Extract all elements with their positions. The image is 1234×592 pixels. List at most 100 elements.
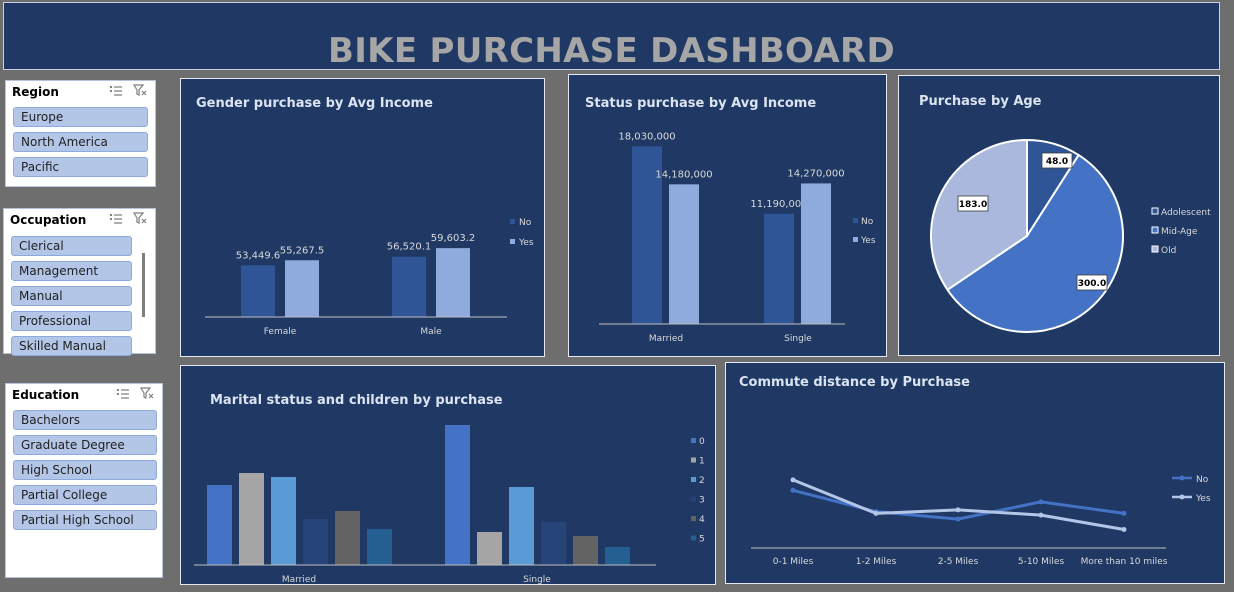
legend-swatch xyxy=(691,477,696,482)
data-label: 56,520.1 xyxy=(387,242,432,253)
bar-single-children-2 xyxy=(509,487,534,565)
bar-single-children-1 xyxy=(477,532,502,565)
marital-children-panel: Marital status and children by purchase … xyxy=(180,365,716,585)
bar-married-children-0 xyxy=(207,485,232,565)
slicer-item-partial-high-school[interactable]: Partial High School xyxy=(13,510,157,530)
data-label: 55,267.5 xyxy=(280,245,325,256)
bar-married-children-5 xyxy=(367,529,392,565)
x-tick-label: Single xyxy=(523,575,551,585)
multi-select-icon[interactable] xyxy=(109,84,123,96)
legend-label: No xyxy=(519,218,532,228)
legend-label: No xyxy=(1196,475,1209,485)
x-tick-label: Married xyxy=(649,334,683,344)
education-slicer-title: Education xyxy=(12,388,80,402)
x-tick-label: Married xyxy=(282,575,316,585)
legend-label: Yes xyxy=(518,238,534,248)
legend-label: Mid-Age xyxy=(1161,227,1198,237)
data-point-yes-1-2-miles xyxy=(873,510,879,516)
legend-label: 1 xyxy=(699,457,705,467)
legend-label: Yes xyxy=(1195,494,1211,504)
marital-children-chart: Married Single 0 1 2 3 4 5 xyxy=(194,425,705,585)
data-label: 53,449.6 xyxy=(236,250,281,261)
clear-filter-icon[interactable] xyxy=(133,84,147,96)
legend-label: 5 xyxy=(699,535,705,545)
age-chart-title: Purchase by Age xyxy=(919,94,1042,109)
data-label: 14,270,000 xyxy=(787,168,844,179)
x-tick-label: 1-2 Miles xyxy=(856,557,897,567)
x-tick-label: 2-5 Miles xyxy=(938,557,979,567)
bar-single-children-0 xyxy=(445,425,470,565)
gender-income-panel: Gender purchase by Avg Income 53,449.6 55… xyxy=(180,78,545,357)
bar-married-children-4 xyxy=(335,511,360,565)
slicer-item-clerical[interactable]: Clerical xyxy=(11,236,132,256)
legend-label: No xyxy=(861,217,874,227)
commute-distance-panel: Commute distance by Purchase 0-1 Miles 1-… xyxy=(725,362,1225,584)
legend-label: 0 xyxy=(699,437,705,447)
status-income-panel: Status purchase by Avg Income 18,030,000… xyxy=(568,74,887,357)
bar-single-no xyxy=(764,213,794,324)
legend-swatch xyxy=(853,237,858,242)
occupation-slicer: Occupation Clerical Management Manual Pr… xyxy=(3,208,156,356)
data-point-no-0-1-miles xyxy=(790,487,796,493)
legend-swatch xyxy=(691,438,696,443)
data-point-no-2-5-miles xyxy=(955,516,961,522)
legend-swatch xyxy=(510,219,515,224)
status-income-chart: 18,030,000 14,180,000 Married 11,190,000 14,… xyxy=(599,131,876,344)
bar-female-yes xyxy=(285,260,319,317)
status-chart-title: Status purchase by Avg Income xyxy=(585,96,817,111)
legend-marker xyxy=(1179,475,1185,481)
legend-marker xyxy=(1179,494,1185,500)
data-label: 14,180,000 xyxy=(655,169,712,180)
slicer-item-pacific[interactable]: Pacific xyxy=(13,157,148,177)
slicer-item-bachelors[interactable]: Bachelors xyxy=(13,410,157,430)
slicer-item-partial-college[interactable]: Partial College xyxy=(13,485,157,505)
legend-swatch xyxy=(853,218,858,223)
legend-label: Old xyxy=(1161,246,1176,256)
gender-chart-title: Gender purchase by Avg Income xyxy=(196,96,433,111)
slicer-item-skilled-manual[interactable]: Skilled Manual xyxy=(11,336,132,356)
x-tick-label: 0-1 Miles xyxy=(773,557,814,567)
bar-single-yes xyxy=(801,183,831,324)
bar-married-no xyxy=(632,146,662,324)
slicer-item-manual[interactable]: Manual xyxy=(11,286,132,306)
x-tick-label: Female xyxy=(264,327,297,337)
bar-married-children-3 xyxy=(303,519,328,565)
data-point-yes-0-1-miles xyxy=(790,477,796,483)
legend-swatch xyxy=(1151,226,1159,234)
commute-chart-title: Commute distance by Purchase xyxy=(739,375,970,390)
multi-select-icon[interactable] xyxy=(109,212,123,224)
gender-income-chart: 53,449.6 55,267.5 Female 56,520.159,603.2 Ma… xyxy=(205,218,534,337)
legend-label: 3 xyxy=(699,496,705,506)
slicer-item-high-school[interactable]: High School xyxy=(13,460,157,480)
commute-distance-chart: 0-1 Miles 1-2 Miles 2-5 Miles 5-10 Miles Mor… xyxy=(751,475,1211,567)
data-point-yes-more-than-10-miles xyxy=(1121,527,1127,533)
bar-single-children-3 xyxy=(541,522,566,565)
page-title: BIKE PURCHASE DASHBOARD xyxy=(328,31,895,71)
legend-swatch xyxy=(1151,245,1159,253)
slicer-item-europe[interactable]: Europe xyxy=(13,107,148,127)
slicer-scrollbar[interactable] xyxy=(142,253,145,317)
clear-filter-icon[interactable] xyxy=(140,387,154,399)
slicer-item-north-america[interactable]: North America xyxy=(13,132,148,152)
slicer-item-management[interactable]: Management xyxy=(11,261,132,281)
data-point-yes-5-10-miles xyxy=(1038,512,1044,518)
bar-single-children-4 xyxy=(573,536,598,565)
x-tick-label: Single xyxy=(784,334,812,344)
slicer-item-professional[interactable]: Professional xyxy=(11,311,132,331)
bar-male-no xyxy=(392,256,426,317)
data-label-box xyxy=(1041,152,1073,169)
bar-male-yes xyxy=(436,248,470,317)
region-slicer-title: Region xyxy=(12,85,59,99)
legend-swatch xyxy=(691,496,696,502)
slicer-item-graduate-degree[interactable]: Graduate Degree xyxy=(13,435,157,455)
multi-select-icon[interactable] xyxy=(116,387,130,399)
data-point-no-5-10-miles xyxy=(1038,499,1044,505)
region-slicer: Region Europe North America Pacific xyxy=(5,80,156,187)
data-label-box xyxy=(957,195,989,212)
data-point-no-more-than-10-miles xyxy=(1121,510,1127,516)
clear-filter-icon[interactable] xyxy=(133,212,147,224)
age-purchase-panel: Purchase by Age 48.0 300.0 183.0 Adolescent… xyxy=(898,75,1220,356)
age-purchase-chart: 48.0 300.0 183.0 Adolescent Mid-Age Old xyxy=(930,138,1211,333)
legend-swatch xyxy=(691,535,696,541)
legend-swatch xyxy=(691,457,696,463)
